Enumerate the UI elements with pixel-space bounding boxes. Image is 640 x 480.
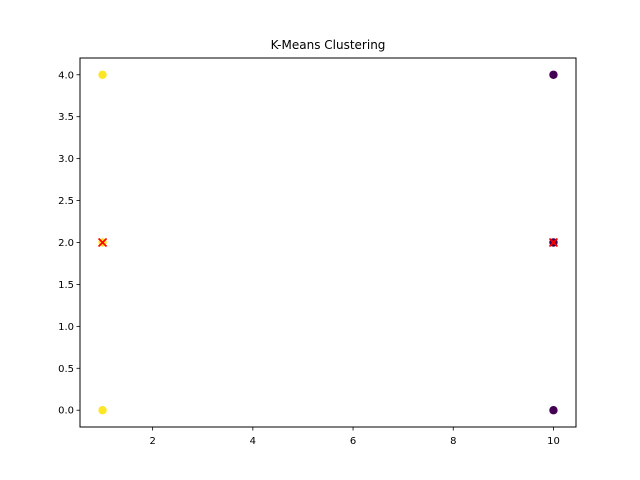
x-axis: 2 4 6 8 10 (149, 427, 560, 447)
x-tick-label: 10 (547, 436, 560, 447)
y-tick-label: 1.0 (58, 322, 74, 333)
data-point-cluster-0 (98, 406, 107, 415)
x-tick-label: 8 (450, 436, 456, 447)
data-point-cluster-0 (98, 70, 107, 79)
plot-area (97, 70, 559, 415)
x-tick-label: 4 (250, 436, 256, 447)
x-tick-label: 2 (149, 436, 155, 447)
y-tick-label: 2.0 (58, 238, 74, 249)
y-tick-label: 4.0 (58, 70, 74, 81)
data-point-cluster-1 (549, 406, 558, 415)
y-tick-label: 3.0 (58, 154, 74, 165)
data-point-cluster-1 (549, 70, 558, 79)
chart-title: K-Means Clustering (271, 38, 386, 52)
y-axis: 0.0 0.5 1.0 1.5 2.0 2.5 3.0 3.5 4.0 (58, 70, 80, 417)
y-tick-label: 0.5 (58, 364, 74, 375)
y-tick-label: 0.0 (58, 406, 74, 417)
y-tick-label: 2.5 (58, 196, 74, 207)
x-tick-label: 6 (350, 436, 356, 447)
y-tick-label: 1.5 (58, 280, 74, 291)
centroid-marker (97, 237, 108, 248)
centroid-marker (548, 237, 559, 248)
y-tick-label: 3.5 (58, 112, 74, 123)
